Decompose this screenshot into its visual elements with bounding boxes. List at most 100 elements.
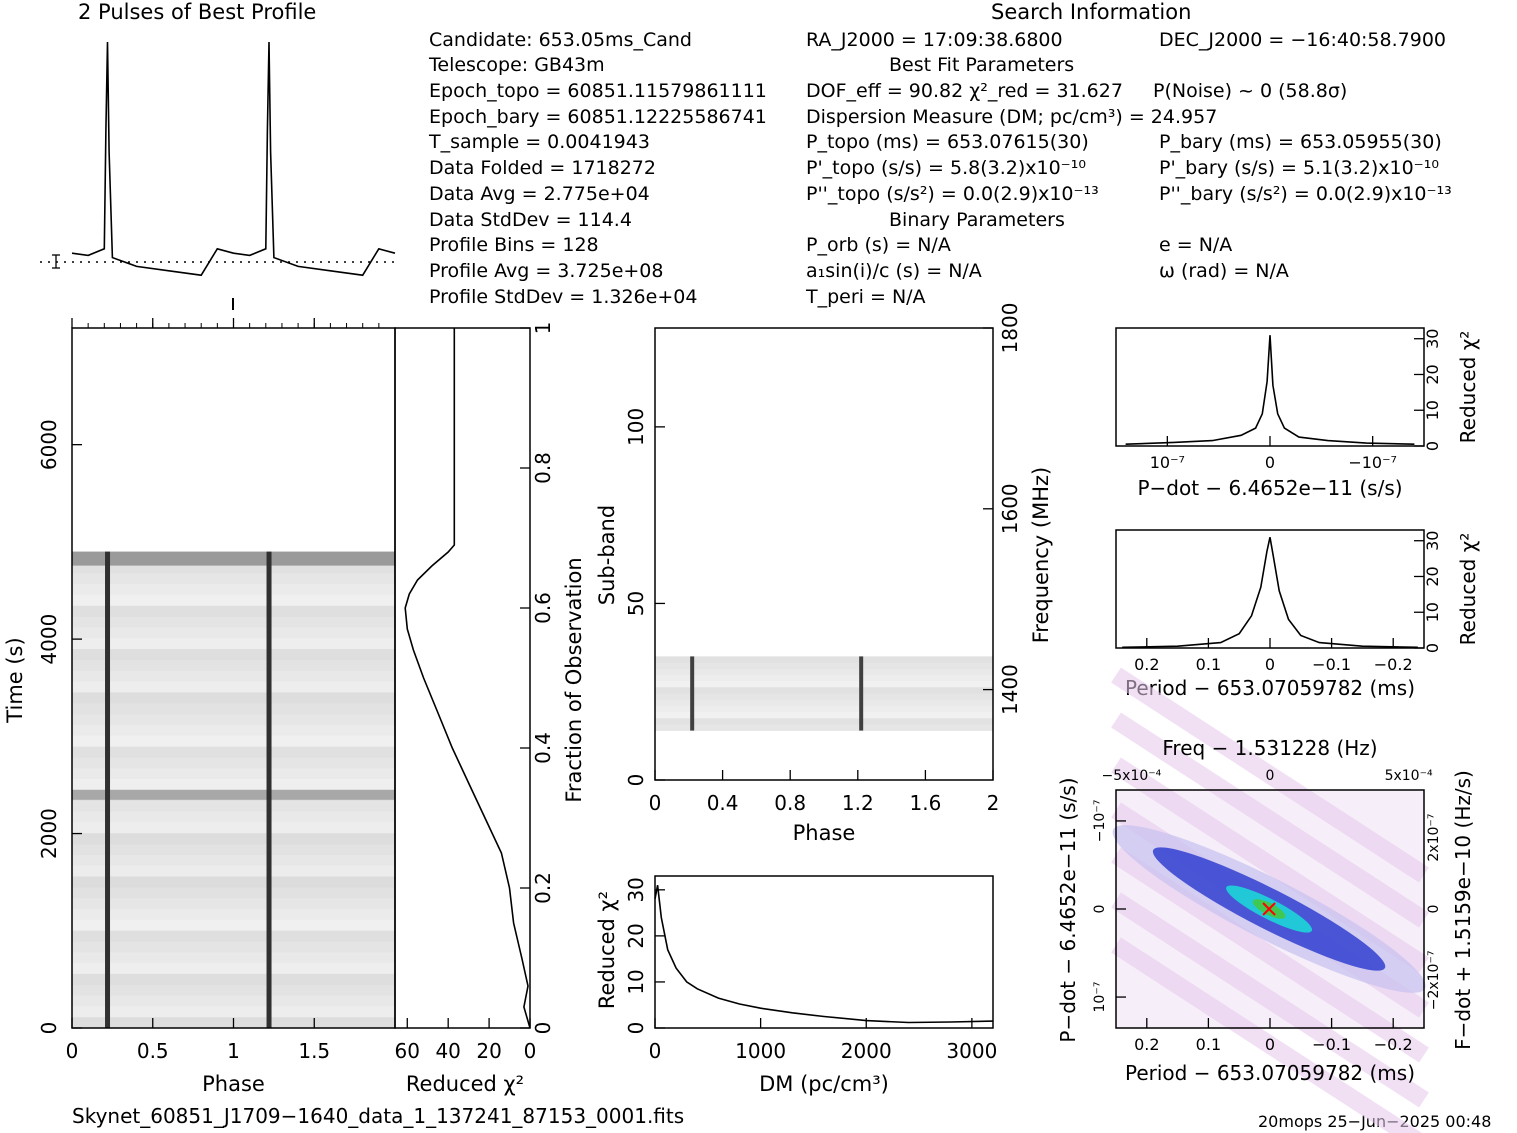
data-avg-line: Data Avg = 2.775e+04 bbox=[429, 183, 650, 205]
time-phase-row bbox=[72, 973, 395, 986]
a1sini-line: a₁sin(i)/c (s) = N/A bbox=[806, 260, 982, 282]
time-phase-row bbox=[72, 724, 395, 737]
data-stddev-line: Data StdDev = 114.4 bbox=[429, 209, 632, 231]
subband-y2tick-label: 1800 bbox=[998, 303, 1022, 354]
candidate-line: Candidate: 653.05ms_Cand bbox=[429, 29, 692, 51]
subband-y2tick-label: 1400 bbox=[998, 664, 1022, 715]
reduced-chi2-vs-period-ylabel: Reduced χ² bbox=[1456, 533, 1480, 646]
chi2-time-ytick-label: 1 bbox=[531, 322, 555, 335]
chi2-time-xtick-label: 40 bbox=[435, 1039, 460, 1063]
ppd-streak bbox=[1111, 847, 1429, 1063]
pddtopo-line: P''_topo (s/s²) = 0.0(2.9)x10⁻¹³ bbox=[806, 183, 1099, 205]
time-phase-row bbox=[72, 995, 395, 1007]
time-phase-row bbox=[72, 627, 395, 639]
reduced-chi2-vs-pdot-xtick-label: 10⁻⁷ bbox=[1150, 453, 1185, 472]
time-phase-xlabel: Phase bbox=[202, 1072, 265, 1096]
ppd-ytick-label: −10⁻⁷ bbox=[1092, 800, 1108, 843]
time-phase-row bbox=[72, 714, 395, 726]
time-phase-row bbox=[72, 703, 395, 715]
reduced-chi2-vs-pdot-xtick-label: −10⁻⁷ bbox=[1348, 453, 1397, 472]
time-phase-row bbox=[72, 757, 395, 769]
ppd-xtick-label: −0.2 bbox=[1374, 1035, 1413, 1054]
ppd-xlabel: Period − 653.07059782 (ms) bbox=[1125, 1061, 1415, 1085]
ppd-xtick-label: 0.1 bbox=[1196, 1035, 1221, 1054]
chi2-dm-frame bbox=[654, 875, 994, 1029]
time-phase-row bbox=[72, 616, 395, 628]
time-phase-row bbox=[72, 811, 395, 823]
reduced-chi2-vs-pdot-xtick-label: 0 bbox=[1265, 453, 1275, 472]
time-phase-row bbox=[72, 833, 395, 845]
reduced-chi2-vs-pdot-line bbox=[1125, 335, 1415, 445]
time-phase-row bbox=[72, 843, 395, 856]
omega-line: ω (rad) = N/A bbox=[1159, 260, 1289, 282]
ppd-streak bbox=[1111, 937, 1423, 1133]
pdtopo-line: P'_topo (s/s) = 5.8(3.2)x10⁻¹⁰ bbox=[806, 157, 1086, 179]
ppd-xtick-label: 0.2 bbox=[1134, 1035, 1159, 1054]
subband-row bbox=[655, 724, 993, 732]
ppd-title: Freq − 1.531228 (Hz) bbox=[1162, 736, 1377, 760]
time-phase-mid-band bbox=[72, 789, 395, 800]
subband-xtick-label: 0 bbox=[649, 791, 662, 815]
reduced-chi2-vs-pdot-ylabel: Reduced χ² bbox=[1456, 331, 1480, 444]
time-phase-xtick-label: 1.5 bbox=[298, 1039, 330, 1063]
ppd-y2tick-label: 0 bbox=[1426, 905, 1442, 914]
dof-line: DOF_eff = 90.82 χ²_red = 31.627 bbox=[806, 80, 1123, 102]
ppd-x2tick-label: 5x10⁻⁴ bbox=[1385, 768, 1433, 784]
tperi-line: T_peri = N/A bbox=[806, 286, 926, 308]
subband-row bbox=[655, 712, 993, 719]
chi2-dm-ytick-label: 20 bbox=[624, 923, 648, 948]
reduced-chi2-vs-period-xtick-label: 0.2 bbox=[1134, 655, 1159, 674]
profile-title: 2 Pulses of Best Profile bbox=[78, 0, 317, 24]
time-phase-row bbox=[72, 692, 395, 704]
subband-xtick-label: 1.6 bbox=[909, 791, 941, 815]
reduced-chi2-vs-period-frame bbox=[1115, 529, 1425, 649]
data-folded-line: Data Folded = 1718272 bbox=[429, 157, 656, 179]
e-line: e = N/A bbox=[1159, 234, 1233, 256]
porb-line: P_orb (s) = N/A bbox=[806, 234, 951, 256]
time-phase-ytick-label: 6000 bbox=[37, 419, 61, 470]
chi2-period-plot: 0.2 0.1 0 −0.1 −0.2 0 10 20 30 Period − 653.07059… bbox=[1115, 529, 1480, 700]
subband-row bbox=[655, 656, 993, 664]
dec-line: DEC_J2000 = −16:40:58.7900 bbox=[1159, 29, 1447, 51]
time-phase-plot: 0 0.5 1 1.5 0 2000 4000 6000 Phase Time (s) bbox=[3, 318, 396, 1096]
time-phase-row bbox=[72, 984, 395, 997]
time-phase-row bbox=[72, 887, 395, 899]
chi2-time-xlabel: Reduced χ² bbox=[406, 1072, 524, 1096]
subband-y2tick-label: 1600 bbox=[998, 483, 1022, 534]
subband-ytick-label: 0 bbox=[624, 774, 648, 787]
subband-phase-plot: 0 0.4 0.8 1.2 1.6 2 0 50 100 1400 1600 1800 Phase Sub… bbox=[595, 303, 1053, 845]
epoch-bary-line: Epoch_bary = 60851.12225586741 bbox=[429, 106, 767, 128]
chi2-dm-line bbox=[654, 885, 994, 1024]
subband-ylabel: Sub-band bbox=[595, 505, 619, 605]
pdbary-line: P'_bary (s/s) = 5.1(3.2)x10⁻¹⁰ bbox=[1159, 157, 1439, 179]
time-phase-row bbox=[72, 865, 395, 877]
subband-row bbox=[655, 705, 993, 713]
reduced-chi2-vs-period-ytick-label: 10 bbox=[1423, 602, 1442, 622]
reduced-chi2-vs-pdot-ytick-label: 10 bbox=[1423, 400, 1442, 420]
reduced-chi2-vs-period-line bbox=[1122, 537, 1418, 649]
reduced-chi2-vs-period-xtick-label: 0.1 bbox=[1196, 655, 1221, 674]
subband-row bbox=[655, 687, 993, 694]
reduced-chi2-vs-period-ytick-label: 0 bbox=[1423, 643, 1442, 653]
subband-row bbox=[655, 718, 993, 725]
subband-pulse-track bbox=[690, 656, 695, 731]
profile-avg-line: Profile Avg = 3.725e+08 bbox=[429, 260, 664, 282]
time-phase-row bbox=[72, 941, 395, 953]
reduced-chi2-vs-pdot-xlabel: P−dot − 6.4652e−11 (s/s) bbox=[1137, 476, 1402, 500]
subband-row bbox=[655, 681, 993, 688]
profile-bins-line: Profile Bins = 128 bbox=[429, 234, 599, 256]
binary-header: Binary Parameters bbox=[889, 209, 1065, 231]
chi2-time-ytick-label: 0.8 bbox=[531, 452, 555, 484]
subband-row bbox=[655, 662, 993, 670]
time-phase-ytick-label: 2000 bbox=[37, 808, 61, 859]
chi2-dm-xlabel: DM (pc/cm³) bbox=[759, 1072, 889, 1096]
time-phase-ylabel: Time (s) bbox=[3, 637, 27, 723]
epoch-topo-line: Epoch_topo = 60851.11579861111 bbox=[429, 80, 767, 102]
reduced-chi2-vs-period-xtick-label: 0 bbox=[1265, 655, 1275, 674]
subband-pulse-track bbox=[859, 656, 864, 731]
chi2-dm-ytick-label: 0 bbox=[624, 1022, 648, 1035]
ppd-ytick-label: 10⁻⁷ bbox=[1092, 982, 1108, 1013]
time-phase-row bbox=[72, 963, 395, 975]
pbary-line: P_bary (ms) = 653.05955(30) bbox=[1159, 131, 1442, 153]
ppd-y2tick-label: −2x10⁻⁷ bbox=[1426, 951, 1442, 1011]
